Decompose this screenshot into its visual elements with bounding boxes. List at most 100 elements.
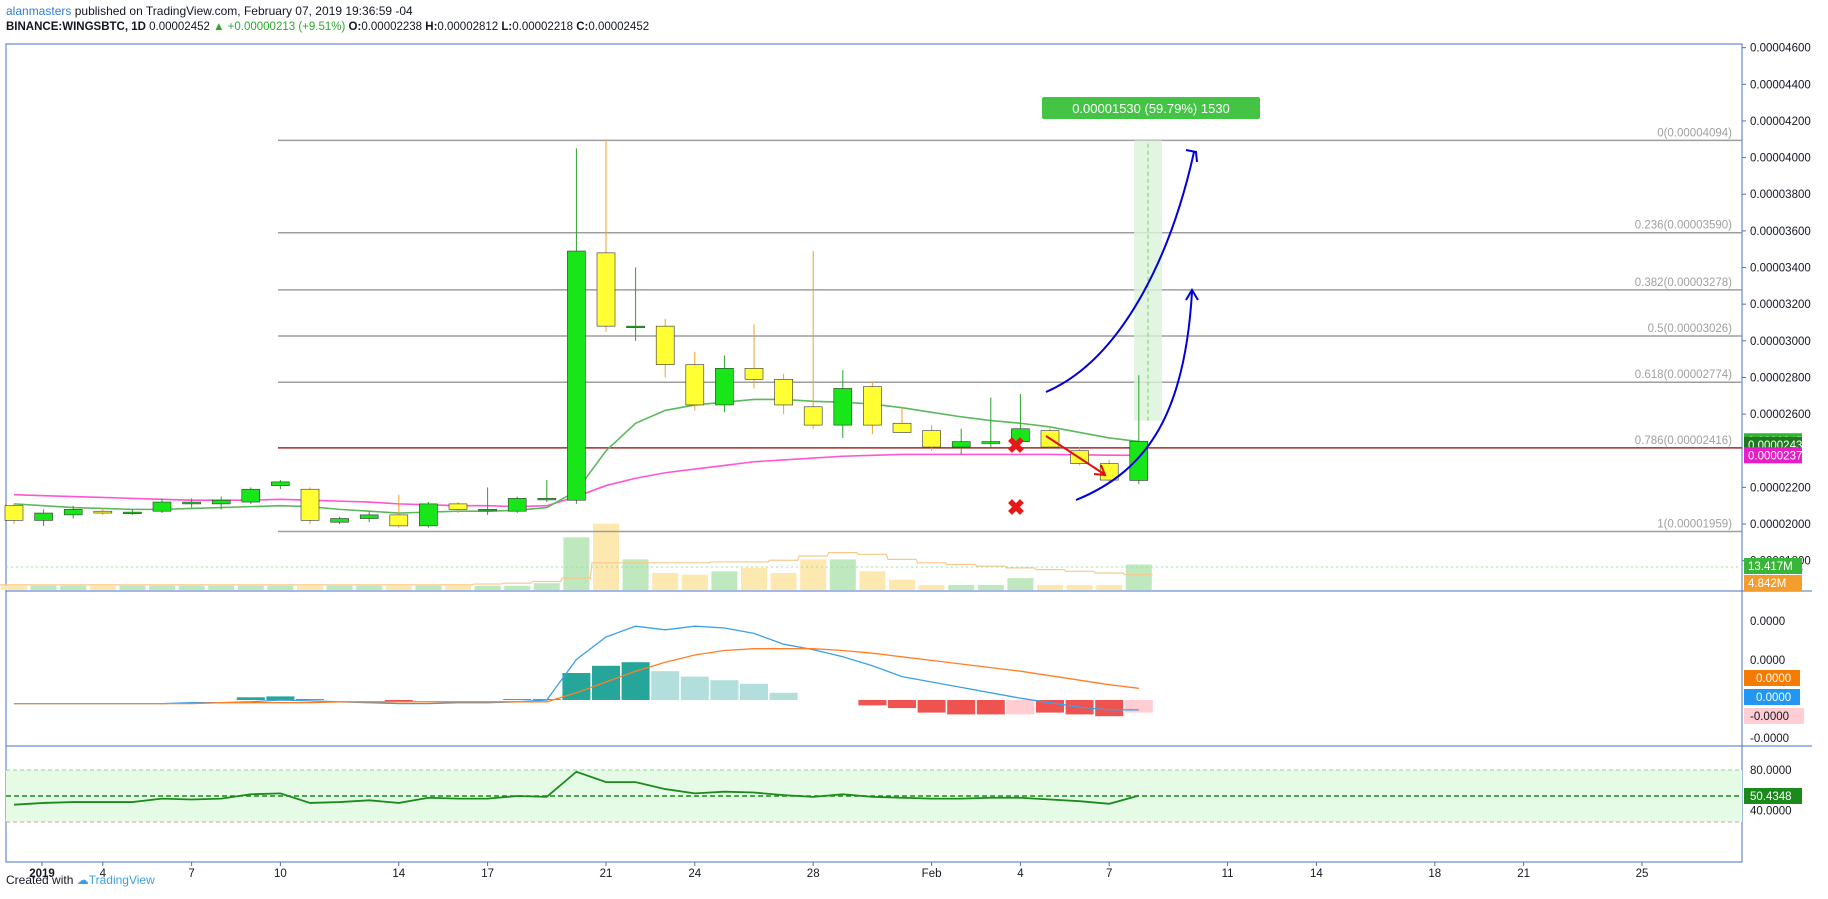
- macd-histogram-bar: [888, 700, 916, 709]
- price-tick-label: 0.00003600: [1750, 226, 1811, 238]
- candle-body: [922, 430, 941, 448]
- time-tick-label: 25: [1636, 868, 1649, 880]
- publisher-line: alanmasters published on TradingView.com…: [6, 4, 413, 18]
- time-tick-label: 14: [392, 868, 405, 880]
- macd-histogram-bar: [710, 680, 739, 700]
- volume-bar: [415, 585, 442, 590]
- candle-body: [389, 514, 409, 527]
- candle-body: [655, 325, 675, 365]
- macd-histogram-bar: [1006, 700, 1035, 715]
- volume-bar: [385, 585, 412, 590]
- volume-bar: [1037, 584, 1063, 590]
- time-tick-label: 24: [688, 868, 701, 880]
- volume-bar: [711, 571, 738, 590]
- macd-tick-label: 0.0000: [1750, 616, 1785, 628]
- measure-label-bg: [1042, 97, 1260, 119]
- macd-histogram-bar: [947, 700, 976, 715]
- candle-body: [330, 518, 349, 523]
- price-tick-label: 0.00002600: [1750, 409, 1811, 421]
- candle-body: [507, 498, 527, 512]
- volume-tag: 13.417M: [1748, 561, 1793, 573]
- price-tick-label: 0.00002200: [1750, 482, 1811, 494]
- candle-body: [478, 509, 497, 512]
- macd-histogram-bar: [384, 700, 413, 702]
- volume-bar: [474, 585, 501, 590]
- candle-body: [63, 509, 83, 516]
- macd-histogram-bar: [858, 700, 887, 706]
- candle-body: [1011, 428, 1030, 442]
- price-tick-label: 0.00002000: [1750, 519, 1811, 531]
- macd-histogram-bar: [503, 699, 532, 700]
- price-tick-label: 0.00003800: [1750, 189, 1811, 201]
- volume-bar: [1096, 584, 1123, 590]
- candle-body: [271, 481, 290, 486]
- macd-histogram-bar: [917, 700, 946, 713]
- candle-body: [833, 388, 853, 426]
- volume-bar: [208, 585, 235, 590]
- volume-bar: [297, 585, 323, 590]
- rsi-tick-label: 80.0000: [1750, 765, 1792, 777]
- price-tick-label: 0.00003200: [1750, 299, 1811, 311]
- macd-histogram-bar: [592, 665, 620, 700]
- candle-body: [744, 368, 764, 380]
- candle-body: [892, 422, 912, 433]
- macd-tag: 0.0000: [1756, 692, 1791, 704]
- signal-line: [14, 648, 1139, 705]
- volume-bar: [1, 585, 27, 590]
- measure-label: 0.00001530 (59.79%) 1530: [1072, 101, 1230, 116]
- blue-curve-arrow-lower: [1075, 291, 1193, 501]
- candle-body: [596, 252, 616, 327]
- candle-body: [567, 250, 586, 501]
- candle-body: [1129, 440, 1149, 481]
- open-key: O:: [348, 21, 362, 33]
- ema-slow-tag-bg: [1744, 447, 1802, 464]
- time-tick-label: 18: [1428, 868, 1441, 880]
- blue-arrowhead-lower: [1185, 288, 1199, 301]
- volume-bar: [356, 585, 383, 590]
- candle-body: [951, 441, 971, 448]
- red-arrowhead: [1093, 464, 1107, 477]
- candle-body: [981, 441, 1001, 444]
- volume-bar: [977, 584, 1004, 590]
- candle-body: [448, 503, 468, 510]
- fib-level-label: 0(0.00004094): [1657, 127, 1732, 139]
- time-tick-label: 28: [807, 868, 820, 880]
- volume-bar: [267, 585, 294, 590]
- macd-histogram-bar: [651, 671, 680, 700]
- signal-tag-bg: [1744, 670, 1800, 686]
- tradingview-link[interactable]: TradingView: [88, 873, 155, 887]
- time-tick-label: 7: [188, 868, 194, 880]
- volume-bar: [889, 579, 915, 590]
- low-value: 0.00002218: [512, 21, 574, 33]
- candle-body: [626, 325, 645, 328]
- candle-body: [537, 498, 557, 501]
- candle-body: [359, 514, 379, 519]
- volume-bar: [948, 584, 975, 590]
- time-tick-label: 10: [274, 868, 287, 880]
- open-value: 0.00002238: [361, 21, 423, 33]
- time-tick-label: 11: [1222, 868, 1234, 880]
- candle-body: [182, 501, 201, 505]
- symbol-label[interactable]: BINANCE:WINGSBTC, 1D: [6, 21, 146, 33]
- candle-body: [774, 378, 793, 406]
- fib-level-label: 0.236(0.00003590): [1635, 220, 1732, 232]
- volume-bar: [859, 571, 886, 590]
- volume-tag-bg: [1744, 558, 1802, 574]
- publisher-name[interactable]: alanmasters: [6, 4, 72, 18]
- candle-body: [241, 488, 261, 503]
- macd-tag-bg: [1744, 689, 1800, 705]
- volume-bar: [178, 585, 205, 590]
- volume-bar: [89, 585, 116, 590]
- volume-bar: [119, 585, 146, 590]
- macd-histogram-bar: [236, 697, 265, 700]
- volume-bar: [681, 574, 708, 590]
- high-key: H:: [425, 21, 438, 33]
- volume-bar: [30, 585, 57, 590]
- blue-arrowhead-upper: [1185, 149, 1198, 163]
- candle-body: [419, 503, 438, 527]
- fib-level-label: 0.618(0.00002774): [1635, 369, 1732, 381]
- volume-bar: [563, 537, 590, 590]
- volume-bar: [593, 523, 619, 590]
- candle-body: [211, 499, 231, 505]
